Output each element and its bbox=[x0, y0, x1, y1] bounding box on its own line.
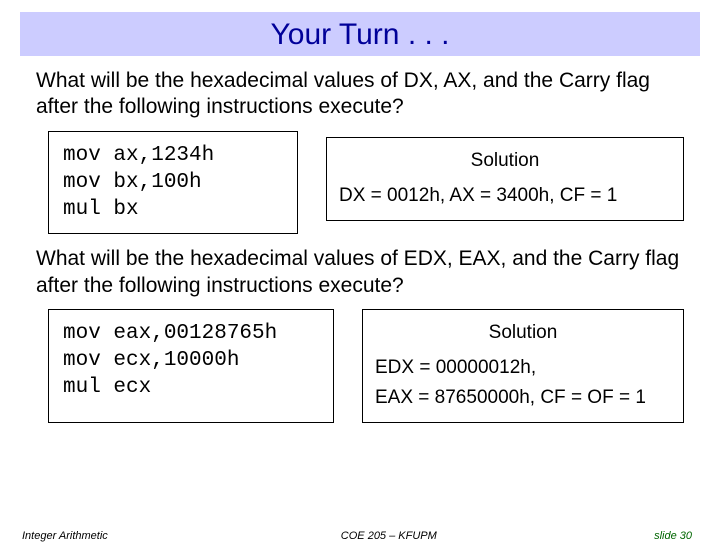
row-2: mov eax,00128765h mov ecx,10000h mul ecx… bbox=[48, 309, 684, 423]
solution-line-2a: EDX = 00000012h, bbox=[375, 353, 671, 382]
footer-left: Integer Arithmetic bbox=[22, 530, 108, 542]
footer-slide-number: slide 30 bbox=[654, 530, 692, 542]
solution-text-1: DX = 0012h, AX = 3400h, CF = 1 bbox=[339, 181, 671, 210]
footer: Integer Arithmetic COE 205 – KFUPM slide… bbox=[0, 530, 720, 542]
slide-title: Your Turn . . . bbox=[20, 18, 700, 52]
question-2: What will be the hexadecimal values of E… bbox=[36, 246, 684, 299]
solution-box-1: Solution DX = 0012h, AX = 3400h, CF = 1 bbox=[326, 137, 684, 222]
title-bar: Your Turn . . . bbox=[20, 12, 700, 56]
code-block-1: mov ax,1234h mov bx,100h mul bx bbox=[48, 131, 298, 235]
row-1: mov ax,1234h mov bx,100h mul bx Solution… bbox=[48, 131, 684, 235]
solution-box-2: Solution EDX = 00000012h, EAX = 87650000… bbox=[362, 309, 684, 423]
footer-center: COE 205 – KFUPM bbox=[341, 530, 437, 542]
question-1: What will be the hexadecimal values of D… bbox=[36, 68, 684, 121]
solution-line-2b: EAX = 87650000h, CF = OF = 1 bbox=[375, 383, 671, 412]
solution-label-2: Solution bbox=[375, 318, 671, 347]
code-block-2: mov eax,00128765h mov ecx,10000h mul ecx bbox=[48, 309, 334, 423]
solution-label-1: Solution bbox=[339, 146, 671, 175]
